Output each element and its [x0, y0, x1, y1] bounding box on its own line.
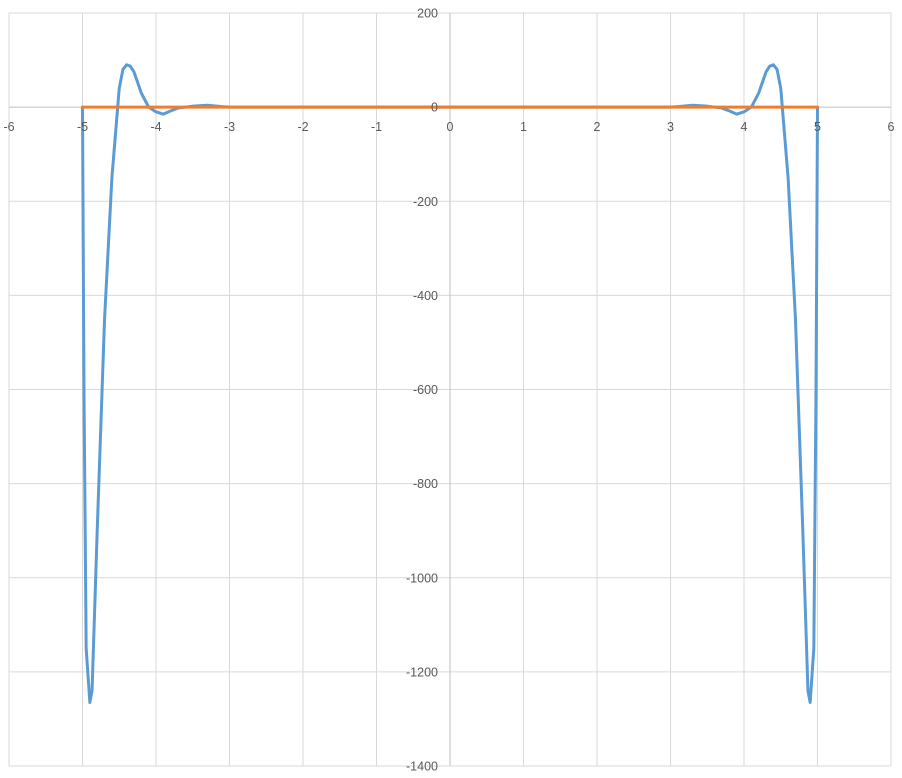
x-tick-label: -5: [77, 120, 88, 134]
y-tick-label: -1200: [406, 665, 438, 679]
x-tick-labels: -6 -5 -4 -3 -2 -1 0 1 2 3 4 5 6: [3, 120, 894, 134]
y-tick-label: -400: [413, 289, 438, 303]
x-tick-label: 6: [888, 120, 895, 134]
x-tick-label: 1: [520, 120, 527, 134]
y-tick-label: -1400: [406, 760, 438, 774]
x-tick-label: 5: [814, 120, 821, 134]
x-tick-label: -1: [371, 120, 382, 134]
x-tick-label: -6: [3, 120, 14, 134]
y-tick-label: -600: [413, 383, 438, 397]
y-tick-label: -200: [413, 195, 438, 209]
y-tick-label: 0: [431, 101, 438, 115]
x-tick-label: 4: [741, 120, 748, 134]
x-tick-label: -4: [150, 120, 161, 134]
series-layer: [81, 63, 819, 704]
x-tick-label: 2: [594, 120, 601, 134]
x-tick-label: 0: [447, 120, 454, 134]
x-tick-label: -3: [224, 120, 235, 134]
y-tick-label: 200: [417, 7, 438, 21]
y-tick-labels: 200 0 -200 -400 -600 -800 -1000 -1200 -1400: [406, 7, 438, 774]
x-tick-label: -2: [297, 120, 308, 134]
x-tick-label: 3: [667, 120, 674, 134]
y-tick-label: -1000: [406, 571, 438, 585]
y-tick-label: -800: [413, 477, 438, 491]
